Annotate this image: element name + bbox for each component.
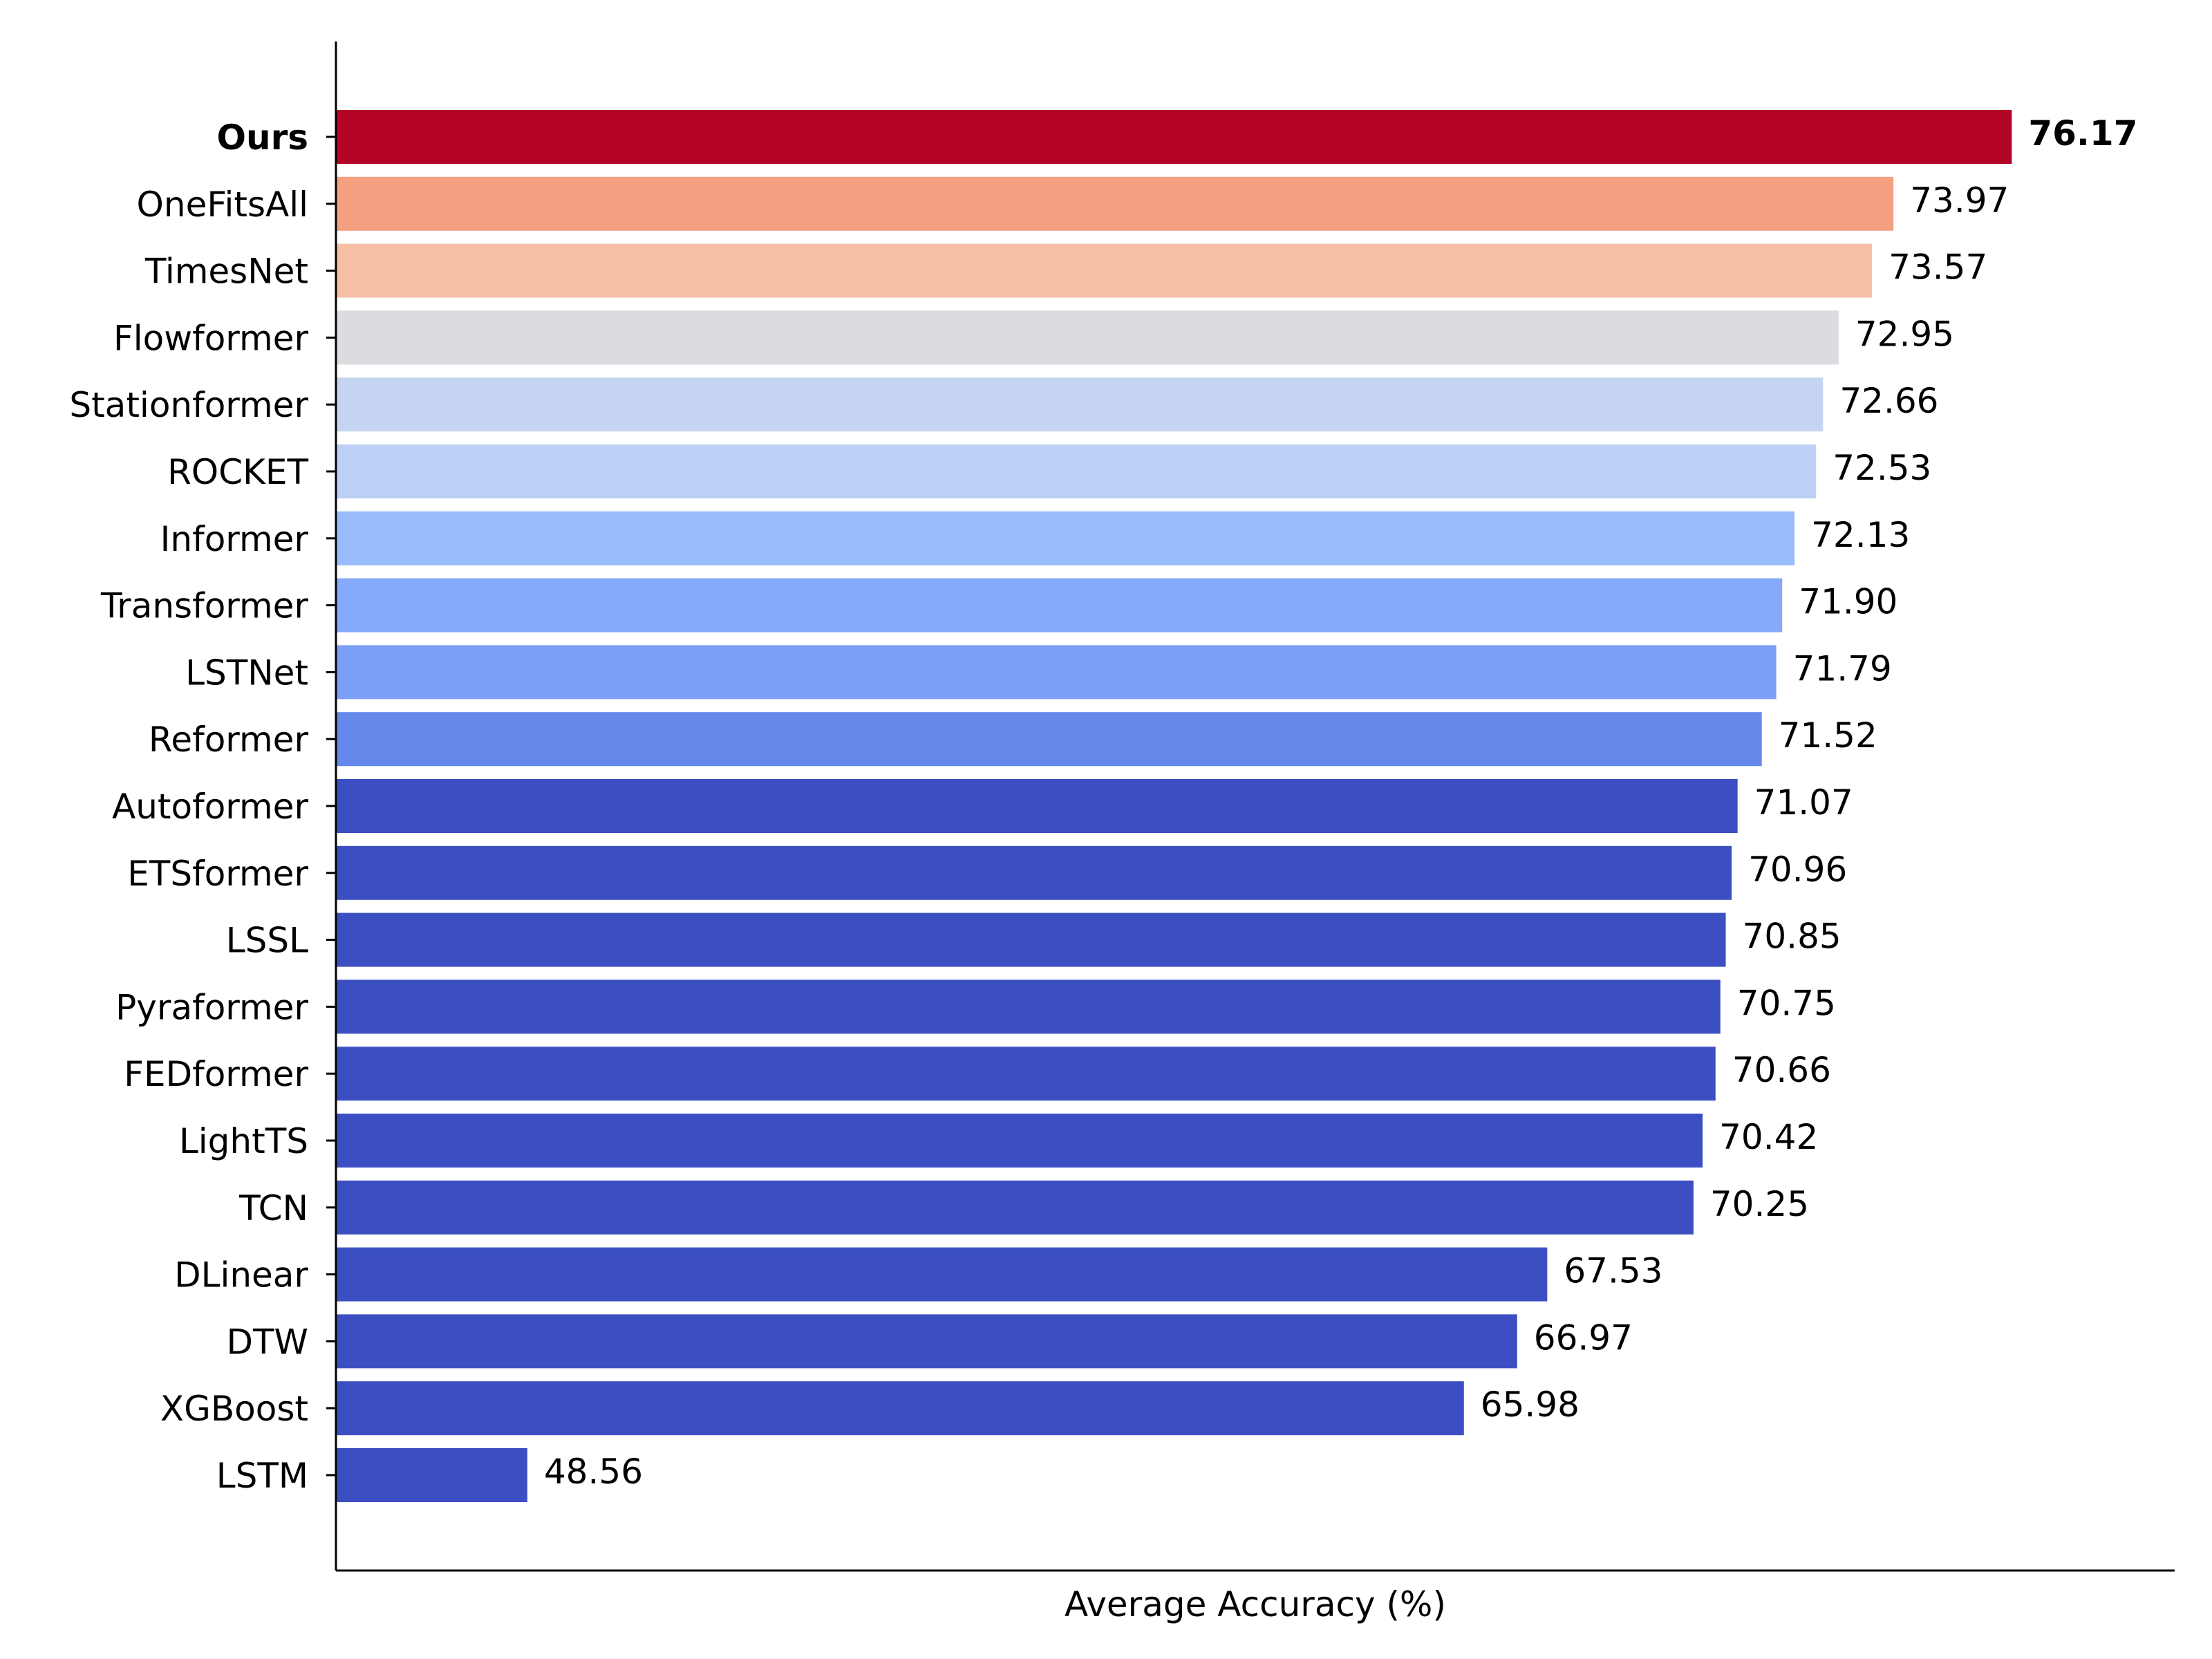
y-tick-label-onefitsall: OneFitsAll	[137, 185, 308, 225]
value-label-timesnet: 73.57	[1888, 247, 1987, 288]
y-tick-label-etsformer: ETSformer	[127, 854, 308, 894]
y-tick-label-stationformer: Stationformer	[69, 385, 308, 425]
y-tick-label-flowformer: Flowformer	[113, 318, 308, 358]
value-label-etsformer: 70.96	[1748, 850, 1847, 890]
bar-fedformer	[336, 1047, 1716, 1101]
y-tick-label-reformer: Reformer	[149, 720, 309, 760]
bar-ours	[336, 110, 2012, 164]
value-labels: 76.17 73.97 73.57 72.95 72.66 72.53 72.13 71.90…	[544, 113, 2138, 1492]
y-tick-label-xgboost: XGBoost	[160, 1389, 308, 1429]
bar-tcn	[336, 1180, 1694, 1235]
value-label-lstnet: 71.79	[1793, 648, 1892, 688]
y-tick-label-timesnet: TimesNet	[144, 252, 308, 292]
bar-stationformer	[336, 377, 1824, 432]
y-tick-label-lstnet: LSTNet	[185, 653, 308, 693]
value-label-lightts: 70.42	[1719, 1117, 1818, 1157]
bar-xgboost	[336, 1381, 1464, 1436]
y-tick-label-tcn: TCN	[238, 1188, 308, 1228]
bar-lstnet	[336, 645, 1777, 700]
bar-reformer	[336, 712, 1762, 767]
bar-lightts	[336, 1114, 1703, 1168]
y-tick-label-informer: Informer	[160, 519, 309, 559]
y-tick-labels: Ours OneFitsAll TimesNet Flowformer Stationf…	[69, 118, 308, 1496]
value-label-ours: 76.17	[2028, 113, 2137, 153]
value-label-transformer: 71.90	[1799, 582, 1897, 622]
y-tick-label-pyraformer: Pyraformer	[115, 987, 308, 1027]
bar-etsformer	[336, 845, 1732, 900]
value-label-dlinear: 67.53	[1564, 1251, 1662, 1291]
y-tick-label-rocket: ROCKET	[167, 452, 308, 492]
y-tick-label-dtw: DTW	[227, 1322, 308, 1362]
value-label-onefitsall: 73.97	[1910, 180, 2009, 221]
y-tick-label-fedformer: FEDformer	[124, 1054, 308, 1094]
bar-lstm	[336, 1448, 527, 1502]
value-label-tcn: 70.25	[1710, 1184, 1809, 1224]
value-label-lstm: 48.56	[544, 1452, 643, 1492]
value-label-stationformer: 72.66	[1839, 381, 1938, 421]
bar-autoformer	[336, 779, 1738, 833]
value-label-pyraformer: 70.75	[1737, 983, 1836, 1023]
bar-dtw	[336, 1314, 1517, 1369]
y-tick-label-lssl: LSSL	[226, 921, 308, 961]
x-axis-label: Average Accuracy (%)	[1065, 1584, 1446, 1624]
bar-informer	[336, 511, 1795, 565]
y-tick-label-transformer: Transformer	[100, 586, 308, 626]
value-label-lssl: 70.85	[1743, 917, 1841, 957]
y-tick-label-autoformer: Autoformer	[112, 787, 308, 827]
bar-pyraformer	[336, 980, 1721, 1034]
bar-dlinear	[336, 1247, 1548, 1302]
y-tick-label-lstm: LSTM	[216, 1456, 308, 1496]
bar-onefitsall	[336, 176, 1894, 231]
bar-lssl	[336, 912, 1726, 967]
y-tick-label-dlinear: DLinear	[174, 1255, 308, 1295]
value-label-autoformer: 71.07	[1754, 782, 1853, 823]
bar-transformer	[336, 578, 1783, 632]
y-tick-label-lightts: LightTS	[179, 1121, 308, 1161]
bar-timesnet	[336, 243, 1873, 298]
value-label-flowformer: 72.95	[1855, 314, 1954, 354]
bars-group	[336, 110, 2012, 1502]
y-tick-label-ours: Ours	[216, 118, 308, 158]
bar-rocket	[336, 444, 1817, 498]
y-ticks	[326, 135, 336, 1477]
value-label-informer: 72.13	[1811, 515, 1910, 555]
value-label-xgboost: 65.98	[1481, 1385, 1580, 1425]
value-label-reformer: 71.52	[1779, 715, 1877, 756]
value-label-fedformer: 70.66	[1732, 1050, 1831, 1090]
value-label-rocket: 72.53	[1833, 448, 1931, 488]
value-label-dtw: 66.97	[1534, 1318, 1633, 1358]
bar-flowformer	[336, 310, 1839, 365]
